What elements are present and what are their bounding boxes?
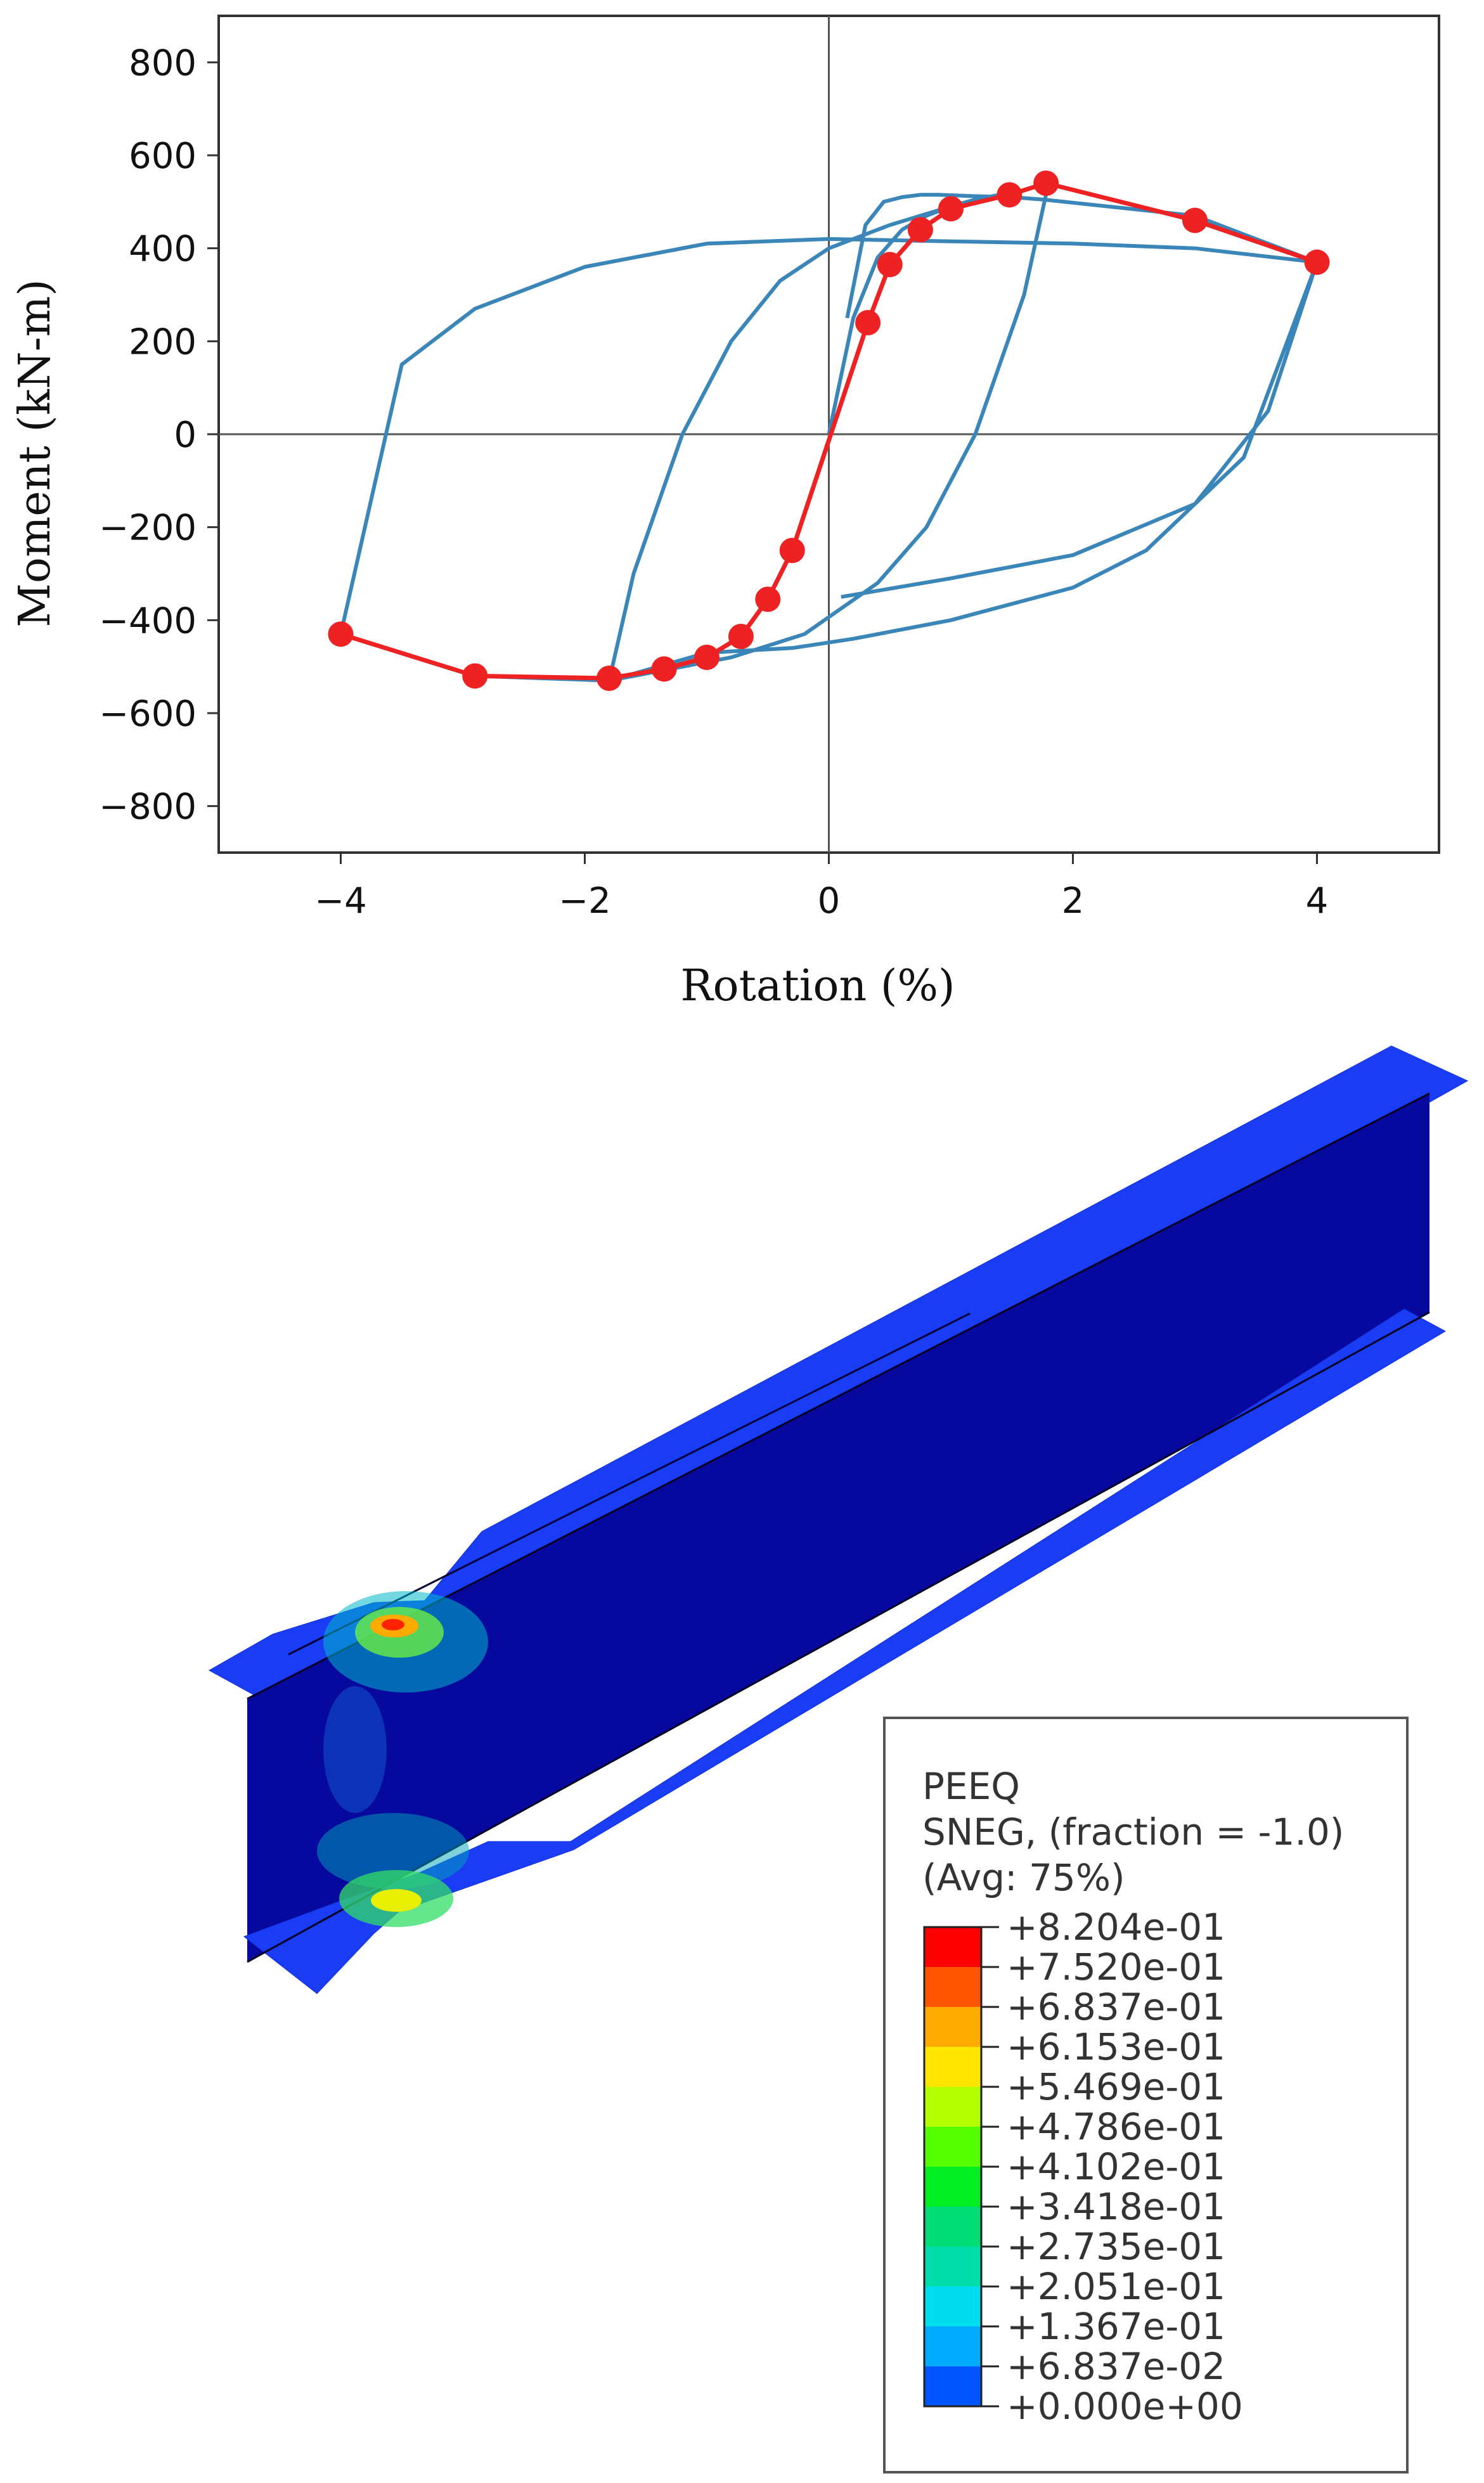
y-axis-ticks: 800 600 400 200 0 −200 −400 −600 −800 bbox=[99, 42, 219, 828]
backbone-point bbox=[728, 624, 754, 649]
legend-swatch bbox=[924, 2047, 981, 2087]
legend-swatch bbox=[924, 2366, 981, 2406]
legend-value: +0.000e+00 bbox=[1007, 2385, 1243, 2428]
backbone-point bbox=[779, 538, 805, 564]
x-tick-label: −2 bbox=[558, 880, 611, 922]
backbone-point bbox=[907, 217, 933, 243]
y-tick-label: −800 bbox=[99, 787, 197, 828]
hysteresis-chart: 800 600 400 200 0 −200 −400 −600 −800 −4 −2 0 2 4 Ro… bbox=[10, 15, 1440, 1011]
legend-swatch bbox=[924, 2247, 981, 2286]
y-axis-label: Moment (kN-m) bbox=[10, 279, 60, 627]
legend-swatch bbox=[924, 2127, 981, 2167]
backbone-point bbox=[328, 621, 354, 647]
x-tick-label: 0 bbox=[818, 880, 841, 922]
legend-swatch bbox=[924, 2167, 981, 2207]
legend-value: +5.469e-01 bbox=[1007, 2065, 1225, 2108]
backbone-series bbox=[328, 171, 1330, 691]
legend-value: +4.102e-01 bbox=[1007, 2145, 1225, 2188]
legend-value: +4.786e-01 bbox=[1007, 2105, 1225, 2148]
y-tick-label: 200 bbox=[129, 321, 197, 363]
legend-value: +7.520e-01 bbox=[1007, 1945, 1225, 1989]
legend-value: +3.418e-01 bbox=[1007, 2185, 1225, 2228]
legend-swatch bbox=[924, 1927, 981, 1967]
legend-value: +2.051e-01 bbox=[1007, 2265, 1225, 2308]
x-tick-label: 4 bbox=[1306, 880, 1329, 922]
legend-value: +2.735e-01 bbox=[1007, 2225, 1225, 2268]
legend-swatch bbox=[924, 2087, 981, 2127]
y-tick-label: 800 bbox=[129, 42, 197, 84]
legend-value: +6.837e-01 bbox=[1007, 1985, 1225, 2028]
strain-zone-web-lower bbox=[317, 1813, 469, 1889]
backbone-point bbox=[1304, 249, 1330, 275]
x-tick-label: 2 bbox=[1062, 880, 1085, 922]
backbone-point bbox=[597, 666, 622, 691]
legend-value: +8.204e-01 bbox=[1007, 1906, 1225, 1949]
backbone-point bbox=[651, 656, 677, 682]
legend-averaging: (Avg: 75%) bbox=[922, 1856, 1125, 1899]
legend-value: +6.153e-01 bbox=[1007, 2025, 1225, 2068]
x-tick-label: −4 bbox=[314, 880, 367, 922]
legend-swatch bbox=[924, 2007, 981, 2047]
beam-web bbox=[247, 1093, 1429, 1962]
y-tick-label: −400 bbox=[99, 600, 197, 642]
legend-swatch bbox=[924, 1967, 981, 2007]
contour-legend: PEEQ SNEG, (fraction = -1.0) (Avg: 75%) … bbox=[883, 1717, 1409, 2473]
legend-swatch bbox=[924, 2286, 981, 2326]
hysteresis-loop-1 bbox=[607, 181, 1050, 683]
backbone-point bbox=[694, 645, 719, 670]
backbone-line bbox=[340, 181, 1318, 681]
strain-zone-bottom-peak bbox=[371, 1889, 422, 1912]
legend-subtitle: SNEG, (fraction = -1.0) bbox=[922, 1810, 1344, 1854]
strain-zone-top-core bbox=[382, 1619, 404, 1630]
y-tick-label: 0 bbox=[174, 415, 197, 456]
backbone-point bbox=[462, 663, 488, 689]
backbone-point bbox=[877, 252, 903, 278]
y-tick-label: −200 bbox=[99, 508, 197, 549]
backbone-point bbox=[1182, 207, 1208, 233]
legend-color-scale: +8.204e-01+7.520e-01+6.837e-01+6.153e-01… bbox=[923, 1906, 1243, 2428]
legend-value: +6.837e-02 bbox=[1007, 2345, 1225, 2388]
legend-swatch bbox=[924, 2207, 981, 2247]
backbone-point bbox=[755, 586, 781, 612]
backbone-point bbox=[855, 310, 881, 335]
x-axis-label: Rotation (%) bbox=[680, 961, 955, 1011]
strain-zone-web-upper bbox=[323, 1686, 387, 1813]
y-tick-label: 400 bbox=[129, 229, 197, 270]
y-tick-label: 600 bbox=[129, 136, 197, 177]
legend-value: +1.367e-01 bbox=[1007, 2305, 1225, 2348]
backbone-point bbox=[1033, 171, 1059, 196]
legend-swatch bbox=[924, 2326, 981, 2366]
legend-title: PEEQ bbox=[922, 1765, 1020, 1808]
backbone-point bbox=[997, 182, 1023, 208]
beam-model bbox=[208, 1045, 1469, 1994]
y-tick-label: −600 bbox=[99, 693, 197, 735]
backbone-point bbox=[938, 196, 964, 222]
x-axis-ticks: −4 −2 0 2 4 bbox=[314, 853, 1328, 922]
